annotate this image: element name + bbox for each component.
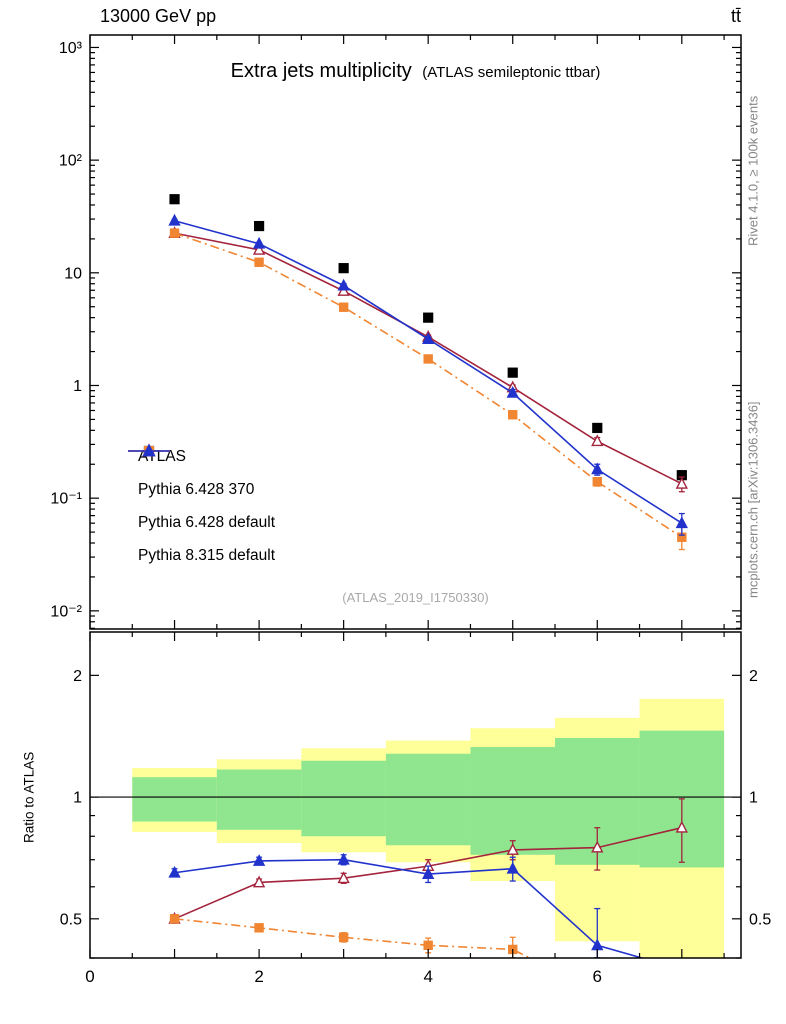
svg-text:10⁻²: 10⁻² — [50, 603, 82, 620]
legend-label: Pythia 6.428 default — [138, 513, 276, 531]
legend-item-pythia6-370: Pythia 6.428 370 — [126, 443, 275, 506]
svg-text:10⁻¹: 10⁻¹ — [50, 491, 82, 508]
main-series-pythia-6-428-default — [169, 228, 687, 551]
ratio-series-pythia-8-315-default — [168, 852, 645, 959]
svg-text:4: 4 — [423, 967, 432, 986]
rivet-version-label: Rivet 4.1.0, ≥ 100k events — [745, 95, 761, 247]
svg-text:0.5: 0.5 — [60, 911, 82, 928]
svg-text:0: 0 — [85, 967, 94, 986]
ratio-bands — [132, 698, 725, 958]
process-label: tt̄ — [730, 6, 741, 26]
main-y-axis-ticks — [90, 46, 741, 629]
svg-text:0.5: 0.5 — [749, 911, 771, 928]
svg-text:10²: 10² — [59, 153, 83, 170]
svg-text:1: 1 — [73, 790, 82, 807]
plot-title: Extra jets multiplicity (ATLAS semilepto… — [90, 60, 741, 83]
beam-energy-label: 13000 GeV pp — [100, 6, 217, 26]
plot-title-sub: (ATLAS semileptonic ttbar) — [422, 64, 601, 81]
svg-text:10: 10 — [64, 265, 82, 282]
svg-text:1: 1 — [73, 378, 82, 395]
svg-text:2: 2 — [749, 668, 758, 685]
legend-label: Pythia 8.315 default — [138, 546, 276, 564]
analysis-watermark: (ATLAS_2019_I1750330) — [342, 590, 489, 605]
svg-text:2: 2 — [254, 967, 263, 986]
svg-text:10³: 10³ — [59, 40, 83, 57]
legend: ATLAS Pythia 6.428 370 Pythia 6.428 defa… — [126, 440, 275, 572]
main-y-axis-labels: 10³ 10² 10 1 10⁻¹ 10⁻² — [50, 40, 82, 620]
legend-item-pythia6-default: Pythia 6.428 default — [126, 445, 276, 539]
main-series-pythia-8-315-default — [168, 213, 688, 536]
legend-label: Pythia 6.428 370 — [138, 480, 255, 498]
ratio-series-pythia-6-428-default — [169, 914, 532, 959]
svg-text:6: 6 — [593, 967, 602, 986]
main-series-atlas — [169, 194, 687, 481]
ratio-axis-label: Ratio to ATLAS — [21, 751, 37, 843]
ratio-frame — [89, 631, 742, 959]
ratio-y-axis-labels: 2 2 1 1 0.5 0.5 — [60, 668, 772, 928]
svg-text:1: 1 — [749, 790, 758, 807]
mcplots-reference-label: mcplots.cern.ch [arXiv:1306.3436] — [745, 401, 761, 599]
ratio-y-axis-ticks — [90, 674, 741, 959]
x-axis-labels: 0 2 4 6 — [85, 967, 602, 986]
svg-text:2: 2 — [73, 668, 82, 685]
plot-title-main: Extra jets multiplicity — [230, 60, 412, 82]
legend-item-pythia8-default: Pythia 8.315 default — [126, 443, 276, 572]
